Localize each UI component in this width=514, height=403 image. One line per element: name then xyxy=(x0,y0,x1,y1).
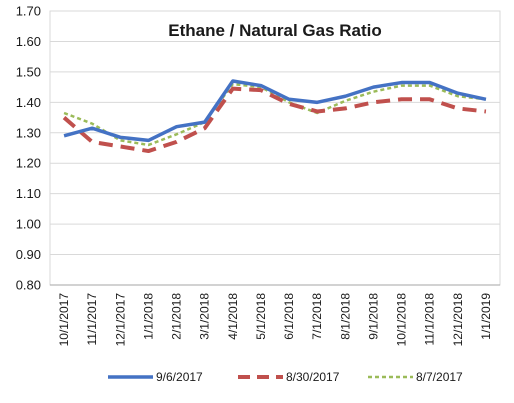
y-tick-label: 1.60 xyxy=(16,34,41,49)
x-tick-label: 10/1/2017 xyxy=(57,293,71,347)
x-tick-label: 1/1/2018 xyxy=(141,293,155,340)
x-tick-label: 12/1/2018 xyxy=(451,293,465,347)
y-tick-label: 0.80 xyxy=(16,278,41,293)
x-tick-label: 2/1/2018 xyxy=(170,293,184,340)
series-lines xyxy=(62,79,487,154)
y-tick-label: 1.50 xyxy=(16,64,41,79)
x-tick-label: 4/1/2018 xyxy=(226,293,240,340)
x-tick-label: 1/1/2019 xyxy=(479,293,493,340)
legend: 9/6/2017 8/30/2017 8/7/2017 xyxy=(108,370,463,384)
gridlines xyxy=(50,10,500,256)
legend-label: 8/7/2017 xyxy=(416,370,463,384)
chart-title: Ethane / Natural Gas Ratio xyxy=(168,21,382,40)
y-tick-label: 1.10 xyxy=(16,186,41,201)
x-axis: 10/1/2017 11/1/2017 12/1/2017 1/1/2018 2/1/2… xyxy=(50,284,500,347)
y-tick-label: 1.00 xyxy=(16,217,41,232)
x-tick-label: 10/1/2018 xyxy=(395,293,409,347)
x-tick-label: 3/1/2018 xyxy=(198,293,212,340)
series-line-9-6-2017 xyxy=(63,79,487,143)
x-tick-label: 8/1/2018 xyxy=(338,293,352,340)
series-line-8-30-2017 xyxy=(62,86,487,154)
x-tick-label: 12/1/2017 xyxy=(113,293,127,347)
x-tick-label: 9/1/2018 xyxy=(366,293,380,340)
y-axis: 0.80 0.90 1.00 1.10 1.20 1.30 1.40 1.50 1.60 1.70 xyxy=(16,4,41,293)
y-tick-label: 0.90 xyxy=(16,247,41,262)
x-tick-label: 11/1/2018 xyxy=(423,293,437,346)
legend-label: 9/6/2017 xyxy=(156,370,203,384)
legend-label: 8/30/2017 xyxy=(286,370,340,384)
x-tick-label: 7/1/2018 xyxy=(310,293,324,340)
series-line-8-7-2017 xyxy=(63,82,487,147)
plot-area-border xyxy=(49,10,501,286)
x-tick-label: 5/1/2018 xyxy=(254,293,268,340)
y-tick-label: 1.70 xyxy=(16,4,41,19)
x-tick-label: 11/1/2017 xyxy=(85,293,99,346)
y-tick-label: 1.40 xyxy=(16,95,41,110)
y-tick-label: 1.30 xyxy=(16,125,41,140)
x-tick-label: 6/1/2018 xyxy=(282,293,296,340)
y-tick-label: 1.20 xyxy=(16,156,41,171)
